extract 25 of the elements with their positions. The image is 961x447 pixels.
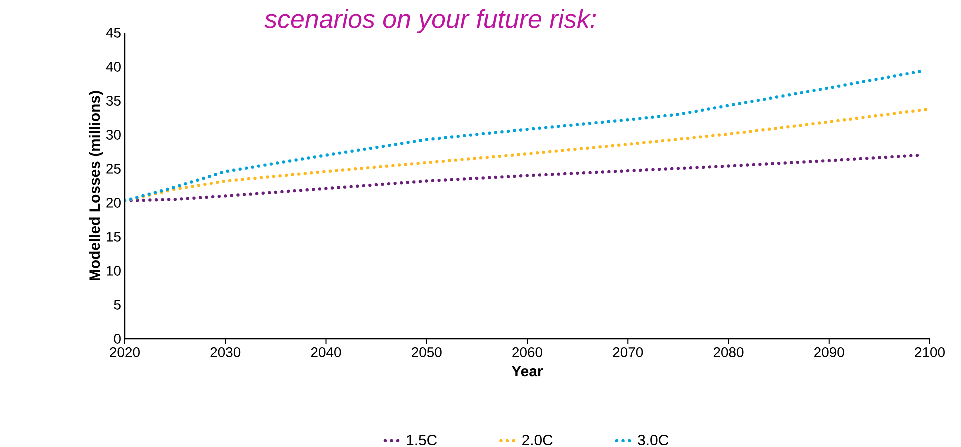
- y-tick-label: 35: [106, 96, 121, 106]
- legend-label: 1.5C: [407, 434, 438, 446]
- x-tick-label: 2090: [814, 348, 844, 358]
- legend-label: 3.0C: [638, 434, 669, 446]
- y-tick-label: 5: [114, 300, 121, 310]
- y-tick-label: 10: [107, 266, 121, 276]
- y-tick-label: 0: [114, 334, 121, 344]
- x-tick-label: 2040: [311, 348, 342, 358]
- x-tick-label: 2020: [110, 348, 140, 358]
- y-tick-label: 30: [106, 130, 121, 140]
- y-tick-label: 45: [106, 28, 121, 38]
- x-tick-label: 2100: [915, 348, 945, 358]
- y-tick-label: 20: [106, 198, 121, 208]
- y-tick-label: 40: [106, 62, 121, 72]
- legend-label: 2.0C: [522, 434, 553, 446]
- x-tick-label: 2080: [714, 348, 744, 358]
- x-tick-label: 2030: [210, 348, 241, 358]
- x-tick-label: 2070: [613, 348, 644, 358]
- y-axis-title: Modelled Losses (millions): [89, 91, 104, 280]
- x-axis-title: Year: [512, 366, 544, 377]
- x-tick-label: 2050: [412, 348, 442, 358]
- y-tick-label: 15: [107, 232, 121, 242]
- chart-title: scenarios on your future risk:: [264, 9, 596, 34]
- x-tick-label: 2060: [512, 348, 542, 358]
- y-tick-label: 25: [106, 164, 121, 174]
